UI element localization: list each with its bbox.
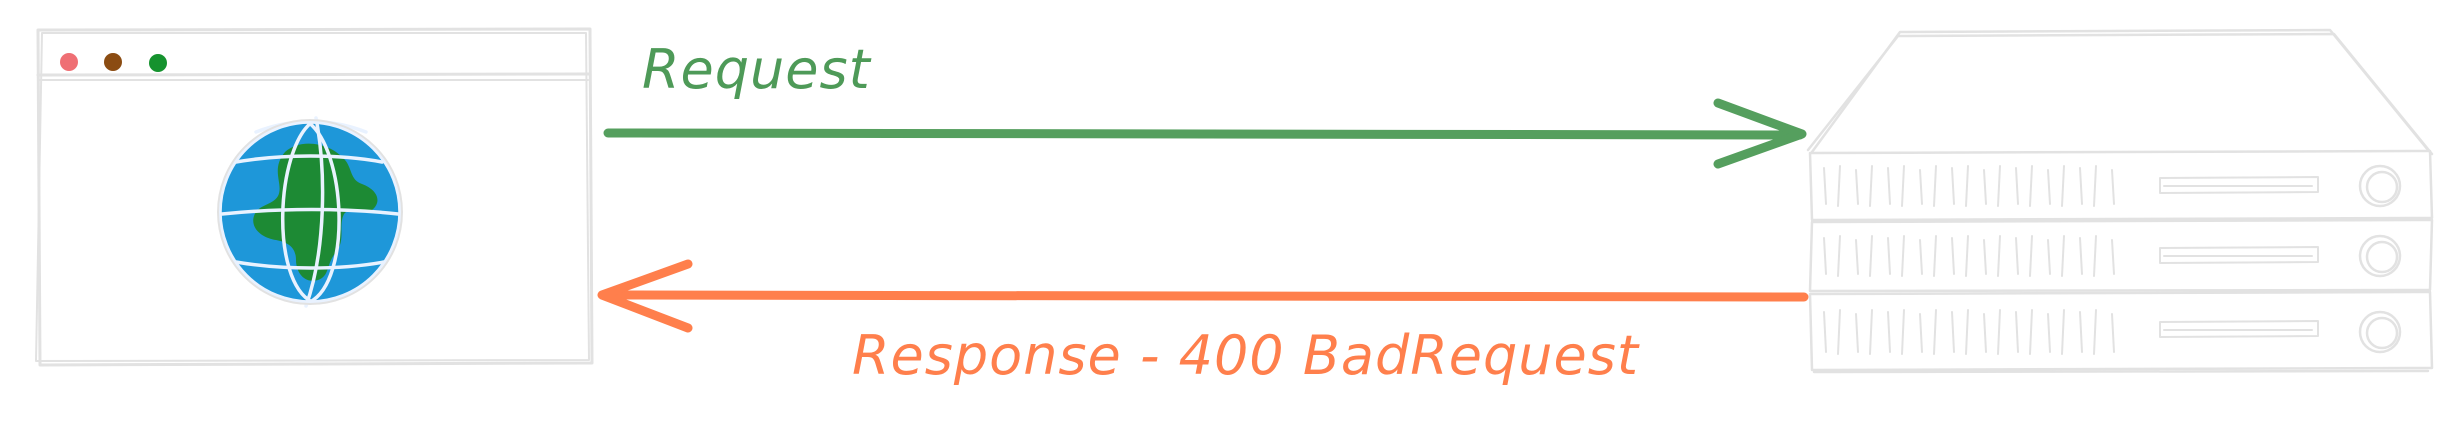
globe-icon (217, 116, 403, 308)
window-control-dots (60, 53, 167, 72)
request-arrow (603, 98, 1807, 169)
minimize-dot-icon (104, 53, 122, 71)
response-label: Response - 400 BadRequest (852, 324, 1640, 387)
server-drive-slots (2159, 176, 2319, 338)
response-arrow (597, 259, 1809, 333)
server-vent-marks (1823, 165, 2115, 355)
request-label: Request (642, 38, 872, 101)
close-dot-icon (60, 53, 78, 71)
server-power-buttons (2358, 164, 2402, 354)
globe-landmass (253, 143, 378, 281)
maximize-dot-icon (149, 54, 167, 72)
browser-window-icon (35, 27, 594, 367)
server-rack-icon (1806, 28, 2434, 374)
